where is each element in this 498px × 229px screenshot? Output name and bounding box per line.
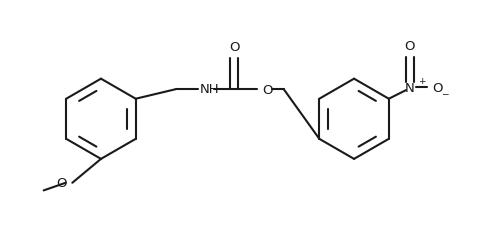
Text: O: O (263, 83, 273, 96)
Text: O: O (404, 40, 415, 53)
Text: −: − (441, 89, 449, 98)
Text: O: O (229, 41, 240, 54)
Text: N: N (405, 81, 415, 94)
Text: O: O (432, 81, 442, 94)
Text: O: O (57, 177, 67, 189)
Text: +: + (418, 77, 426, 86)
Text: NH: NH (200, 82, 219, 95)
